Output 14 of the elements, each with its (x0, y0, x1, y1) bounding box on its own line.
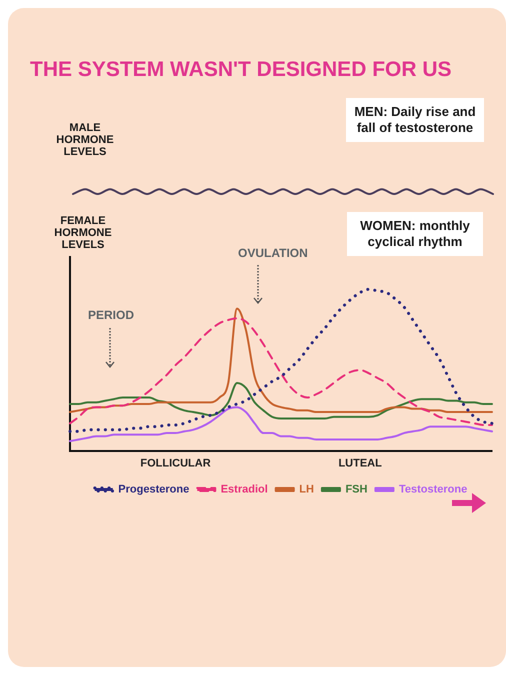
y-axis-title: FEMALE HORMONE LEVELS (53, 215, 113, 251)
legend-label: Testosterone (398, 484, 468, 496)
annotation: PERIOD (88, 308, 134, 322)
text: OVULATION (238, 246, 308, 260)
x-tick-label: FOLLICULAR (140, 457, 211, 470)
legend-label: LH (299, 484, 314, 496)
text: WOMEN: monthly cyclical rhythm (347, 212, 483, 256)
y-axis-title: MALE HORMONE LEVELS (55, 122, 115, 158)
text: MEN: Daily rise and fall of testosterone (346, 98, 484, 142)
x-tick-label: LUTEAL (338, 457, 382, 470)
legend-label: FSH (345, 484, 368, 496)
legend-label: Estradiol (220, 484, 268, 496)
chart-title: THE SYSTEM WASN'T DESIGNED FOR US (30, 58, 452, 82)
legend-label: Progesterone (118, 484, 190, 496)
